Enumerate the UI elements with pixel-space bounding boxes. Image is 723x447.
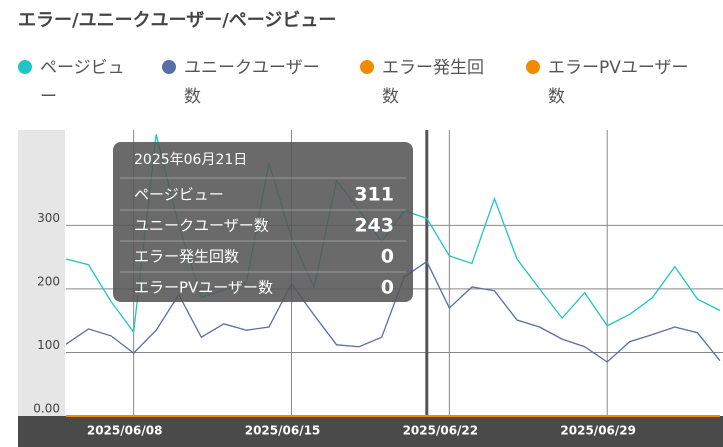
tooltip-title: 2025年06月21日 bbox=[134, 152, 247, 168]
tooltip-label: ユニークユーザー数 bbox=[134, 217, 269, 235]
legend-marker bbox=[360, 60, 374, 74]
y-tick-label: 300 bbox=[37, 211, 60, 225]
legend-label: エラー発生回数 bbox=[382, 58, 484, 107]
tooltip-value: 243 bbox=[354, 215, 394, 237]
tooltip-value: 311 bbox=[354, 184, 394, 206]
chart-title: エラー/ユニークユーザー/ページビュー bbox=[18, 10, 337, 31]
tooltip-value: 0 bbox=[381, 246, 394, 268]
x-tick-label: 2025/06/08 bbox=[87, 424, 163, 438]
y-tick-label: 0.00 bbox=[33, 402, 60, 416]
x-tick-label: 2025/06/22 bbox=[403, 424, 479, 438]
x-tick-label: 2025/06/29 bbox=[560, 424, 636, 438]
legend-marker bbox=[18, 60, 32, 74]
legend-item[interactable]: ページビュー bbox=[14, 54, 128, 112]
axis-band bbox=[18, 130, 65, 416]
tooltip-box bbox=[113, 142, 413, 302]
tooltip-label: ページビュー bbox=[134, 186, 224, 204]
legend-label: ユニークユーザー数 bbox=[184, 58, 320, 107]
x-axis-band bbox=[18, 416, 723, 447]
legend-label: エラーPVユーザー数 bbox=[548, 58, 689, 107]
tooltip-label: エラー発生回数 bbox=[134, 248, 239, 266]
y-tick-label: 100 bbox=[37, 338, 60, 352]
legend-marker bbox=[526, 60, 540, 74]
legend-item[interactable]: エラー発生回数 bbox=[356, 54, 492, 112]
legend-label: ページビュー bbox=[40, 58, 125, 107]
legend-marker bbox=[162, 60, 176, 74]
legend-item[interactable]: ユニークユーザー数 bbox=[158, 54, 326, 112]
tooltip-value: 0 bbox=[381, 277, 394, 299]
x-tick-label: 2025/06/15 bbox=[245, 424, 321, 438]
y-tick-label: 200 bbox=[37, 274, 60, 288]
legend-item[interactable]: エラーPVユーザー数 bbox=[522, 54, 700, 112]
tooltip-label: エラーPVユーザー数 bbox=[134, 279, 273, 297]
legend: ページビュー ユニークユーザー数 エラー発生回数 エラーPVユーザー数 bbox=[14, 54, 700, 112]
